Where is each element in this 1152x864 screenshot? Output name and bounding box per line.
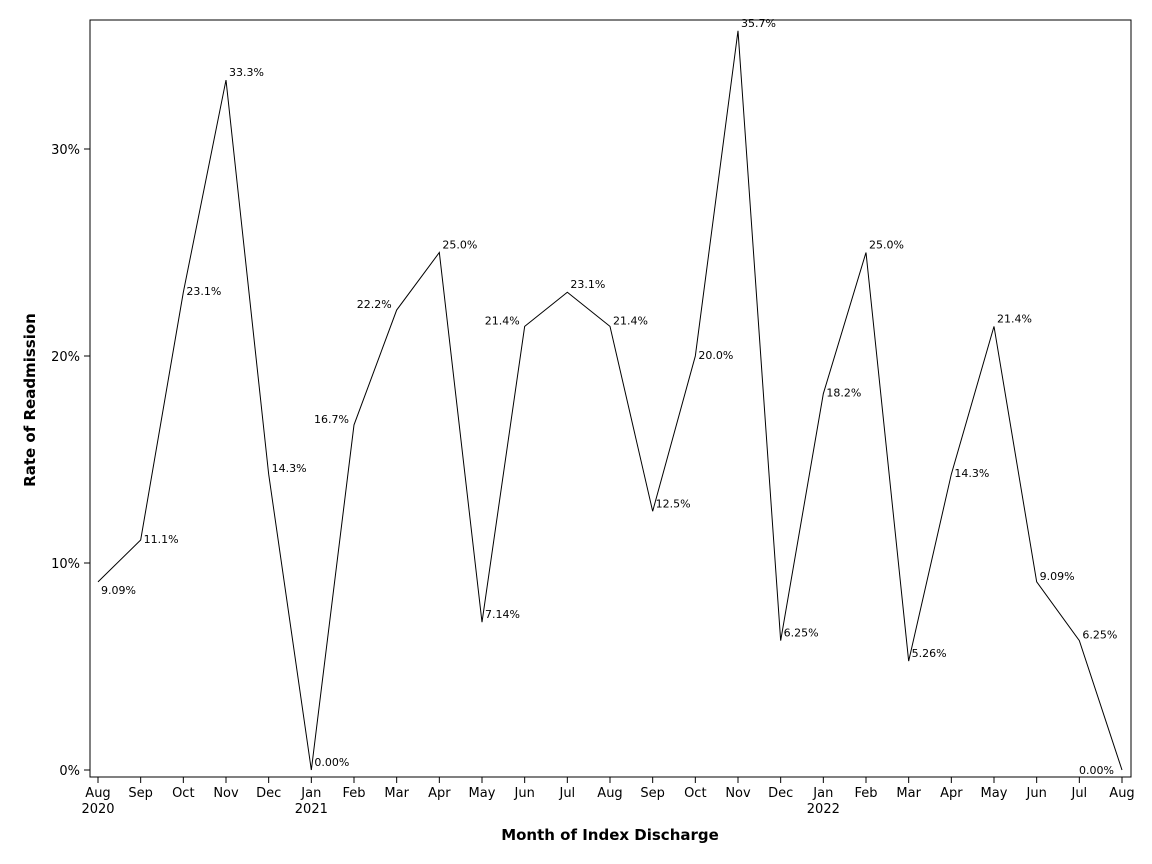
y-axis-title: Rate of Readmission <box>21 313 39 487</box>
x-tick-month-label: May <box>469 786 496 801</box>
data-point-label: 35.7% <box>741 17 776 30</box>
data-point-label: 22.2% <box>357 298 392 311</box>
data-point-label: 21.4% <box>485 314 520 327</box>
data-point-label: 20.0% <box>698 349 733 362</box>
data-point-label: 0.00% <box>314 756 349 769</box>
data-point-label: 9.09% <box>101 584 136 597</box>
x-tick-month-label: Aug <box>597 786 622 801</box>
data-point-label: 18.2% <box>826 387 861 400</box>
y-tick-label: 10% <box>51 557 80 572</box>
data-point-label: 33.3% <box>229 66 264 79</box>
data-point-label: 14.3% <box>954 467 989 480</box>
x-tick-month-label: Sep <box>640 786 665 801</box>
data-point-label: 7.14% <box>485 608 520 621</box>
data-point-label: 5.26% <box>912 647 947 660</box>
data-point-label: 14.3% <box>272 462 307 475</box>
x-tick-month-label: Jul <box>558 786 575 801</box>
x-tick-month-label: Mar <box>384 786 409 801</box>
x-tick-month-label: Mar <box>896 786 921 801</box>
x-tick-month-label: Oct <box>172 786 194 801</box>
x-tick-year-label: 2021 <box>295 802 328 817</box>
x-tick-month-label: Feb <box>854 786 877 801</box>
y-tick-label: 0% <box>59 764 80 779</box>
data-point-label: 6.25% <box>1082 629 1117 642</box>
data-point-label: 21.4% <box>997 312 1032 325</box>
plot-frame <box>89 19 1132 778</box>
x-tick-month-label: Nov <box>213 786 239 801</box>
data-point-label: 23.1% <box>570 278 605 291</box>
x-axis-title: Month of Index Discharge <box>501 826 719 844</box>
data-point-label: 11.1% <box>144 533 179 546</box>
data-point-label: 23.1% <box>186 285 221 298</box>
data-point-label: 9.09% <box>1040 570 1075 583</box>
x-tick-year-label: 2022 <box>807 802 840 817</box>
x-tick-month-label: Sep <box>128 786 153 801</box>
x-tick-month-label: Apr <box>940 786 963 801</box>
x-tick-year-label: 2020 <box>81 802 114 817</box>
x-tick-month-label: Dec <box>256 786 281 801</box>
x-tick-month-label: Jun <box>514 786 535 801</box>
x-tick-month-label: Jan <box>300 786 321 801</box>
y-axis: 0% 10% 20% 30% <box>51 143 90 779</box>
x-tick-month-label: Aug <box>85 786 110 801</box>
x-tick-month-label: Jul <box>1070 786 1087 801</box>
y-tick-label: 30% <box>51 143 80 158</box>
x-tick-month-label: Apr <box>428 786 451 801</box>
x-tick-month-label: Jan <box>812 786 833 801</box>
x-tick-month-label: Jun <box>1026 786 1047 801</box>
data-point-label: 6.25% <box>784 627 819 640</box>
data-point-label: 0.00% <box>1079 764 1114 777</box>
x-tick-month-label: Aug <box>1109 786 1134 801</box>
x-tick-month-label: Dec <box>768 786 793 801</box>
x-tick-month-label: Feb <box>342 786 365 801</box>
x-tick-month-label: Oct <box>684 786 706 801</box>
data-point-label: 25.0% <box>869 239 904 252</box>
readmission-rate-line <box>97 30 1123 771</box>
x-tick-month-label: May <box>981 786 1008 801</box>
x-tick-month-label: Nov <box>725 786 751 801</box>
data-point-label: 12.5% <box>656 497 691 510</box>
data-point-label: 16.7% <box>314 413 349 426</box>
data-point-label: 21.4% <box>613 314 648 327</box>
data-point-label: 25.0% <box>442 239 477 252</box>
y-tick-label: 20% <box>51 350 80 365</box>
data-labels: 9.09% 11.1% 23.1% 33.3% 14.3% 0.00% 16.7% 22.2%… <box>101 17 1117 777</box>
